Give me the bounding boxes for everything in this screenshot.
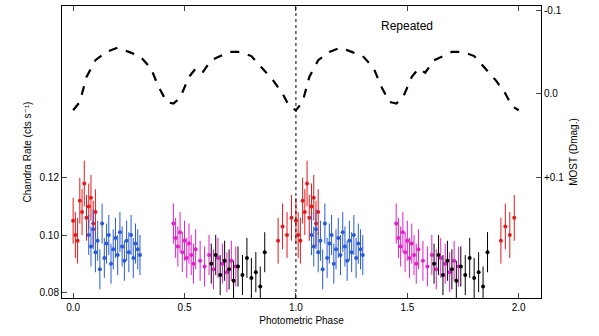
svg-text:0.5: 0.5 (178, 302, 192, 313)
svg-text:Chandra Rate (cts s⁻¹): Chandra Rate (cts s⁻¹) (22, 102, 33, 203)
svg-text:Photometric Phase: Photometric Phase (259, 315, 344, 326)
svg-text:MOST (Dmag.): MOST (Dmag.) (568, 118, 579, 186)
svg-text:0.0: 0.0 (66, 302, 80, 313)
svg-text:1.5: 1.5 (400, 302, 414, 313)
svg-text:0.0: 0.0 (544, 88, 558, 99)
svg-text:0.10: 0.10 (40, 230, 60, 241)
svg-text:0.08: 0.08 (40, 287, 60, 298)
svg-text:Repeated: Repeated (381, 19, 433, 33)
svg-text:1.0: 1.0 (289, 302, 303, 313)
svg-text:2.0: 2.0 (512, 302, 526, 313)
svg-text:+0.1: +0.1 (544, 172, 564, 183)
svg-text:-0.1: -0.1 (544, 5, 562, 16)
svg-text:0.12: 0.12 (40, 172, 60, 183)
